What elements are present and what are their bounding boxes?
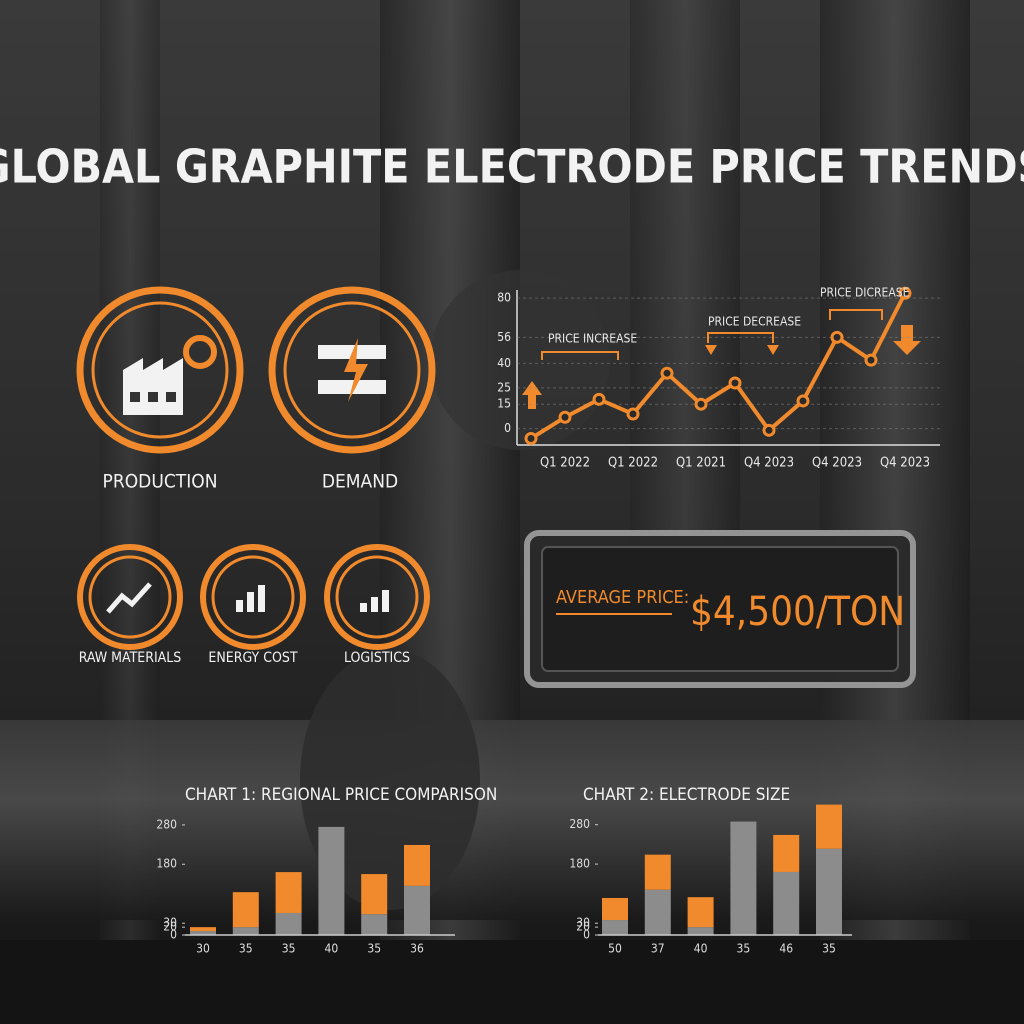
bar-segment bbox=[361, 874, 388, 915]
point bbox=[796, 394, 810, 408]
bar-segment bbox=[816, 848, 842, 935]
x-tick-label: 50 bbox=[608, 942, 622, 956]
x-tick-label: Q4 2023 bbox=[880, 456, 930, 471]
x-tick-label: 40 bbox=[694, 942, 708, 956]
bar-segment bbox=[644, 889, 671, 935]
y-tick-label: 56 bbox=[497, 330, 511, 344]
point bbox=[558, 410, 572, 424]
y-tick-label: 30 bbox=[163, 916, 177, 930]
y-tick-label: 0 bbox=[583, 928, 590, 942]
average-value: $4,500/TON bbox=[690, 589, 905, 635]
y-tick-label: 80 bbox=[497, 291, 511, 305]
bar-segment bbox=[275, 912, 302, 935]
bar-segment bbox=[687, 897, 714, 928]
point bbox=[524, 431, 538, 445]
x-tick-label: 35 bbox=[239, 942, 253, 956]
bar-segment bbox=[687, 927, 714, 935]
x-tick-label: 35 bbox=[822, 942, 836, 956]
annotation: PRICE INCREASE bbox=[548, 332, 637, 346]
point bbox=[660, 366, 674, 380]
x-tick-label: 35 bbox=[737, 942, 751, 956]
point bbox=[898, 286, 912, 300]
bar-segment bbox=[602, 920, 628, 935]
point bbox=[626, 407, 640, 421]
y-tick-label: 25 bbox=[497, 380, 511, 394]
bar-segment bbox=[644, 854, 671, 890]
y-tick-label: 20 bbox=[163, 920, 177, 934]
x-tick-label: Q1 2021 bbox=[676, 456, 726, 471]
bar-segment bbox=[773, 871, 800, 935]
bar-segment bbox=[361, 914, 388, 935]
x-tick-label: Q1 2022 bbox=[540, 456, 590, 471]
bar-segment bbox=[602, 897, 628, 921]
chart-title: CHART 1: REGIONAL PRICE COMPARISON bbox=[185, 785, 497, 805]
bar-segment bbox=[404, 885, 430, 935]
y-tick-label: 0 bbox=[170, 928, 177, 942]
bar-segment bbox=[232, 927, 259, 935]
factor-label: PRODUCTION bbox=[103, 471, 218, 493]
bar-segment bbox=[773, 834, 800, 872]
annotation: PRICE DICREASE bbox=[820, 286, 910, 300]
chart-title: CHART 2: ELECTRODE SIZE bbox=[583, 785, 790, 805]
x-tick-label: 46 bbox=[779, 942, 793, 956]
factor-label: DEMAND bbox=[322, 471, 398, 493]
x-tick-label: 35 bbox=[367, 942, 381, 956]
x-tick-label: 35 bbox=[282, 942, 296, 956]
bar-segment bbox=[404, 844, 430, 886]
x-tick-label: Q4 2023 bbox=[812, 456, 862, 471]
point bbox=[830, 330, 844, 344]
bar-segment bbox=[275, 872, 302, 913]
point bbox=[694, 397, 708, 411]
y-tick-label: 280 bbox=[156, 817, 177, 831]
bar-segment bbox=[730, 821, 757, 935]
y-tick-label: 40 bbox=[497, 356, 511, 370]
x-tick-label: 36 bbox=[410, 942, 424, 956]
y-tick-label: 280 bbox=[569, 817, 590, 831]
x-tick-label: Q1 2022 bbox=[608, 456, 658, 471]
factor-icons bbox=[76, 286, 436, 650]
factor-label: ENERGY COST bbox=[208, 650, 298, 666]
bar-segment bbox=[190, 927, 216, 932]
bar-segment bbox=[318, 826, 345, 935]
x-tick-label: 37 bbox=[651, 942, 665, 956]
point bbox=[728, 376, 742, 390]
x-tick-label: 40 bbox=[325, 942, 339, 956]
y-tick-label: 15 bbox=[497, 397, 511, 411]
bar-segment bbox=[190, 931, 216, 935]
x-tick-label: Q4 2023 bbox=[744, 456, 794, 471]
y-tick-label: 20 bbox=[576, 920, 590, 934]
y-tick-label: 180 bbox=[156, 857, 177, 871]
factor-label: LOGISTICS bbox=[344, 650, 410, 666]
charts: 80 40 56 25 15 0 Q1 2022 Q1 2022 Q1 2021 Q4 2023 Q… bbox=[156, 286, 940, 956]
average-label: AVERAGE PRICE: bbox=[556, 587, 689, 608]
x-tick-label: 30 bbox=[196, 942, 210, 956]
bar-segment bbox=[232, 892, 259, 928]
point bbox=[592, 392, 606, 406]
y-tick-label: 180 bbox=[569, 857, 590, 871]
y-tick-label: 0 bbox=[504, 421, 511, 435]
point bbox=[864, 353, 878, 367]
title: GLOBAL GRAPHITE ELECTRODE PRICE TRENDS bbox=[0, 140, 1024, 194]
factor-label: RAW MATERIALS bbox=[79, 650, 182, 666]
average-box bbox=[524, 530, 916, 688]
annotation: PRICE DECREASE bbox=[708, 315, 801, 329]
bar-segment bbox=[816, 804, 842, 849]
y-tick-label: 30 bbox=[576, 916, 590, 930]
point bbox=[762, 423, 776, 437]
